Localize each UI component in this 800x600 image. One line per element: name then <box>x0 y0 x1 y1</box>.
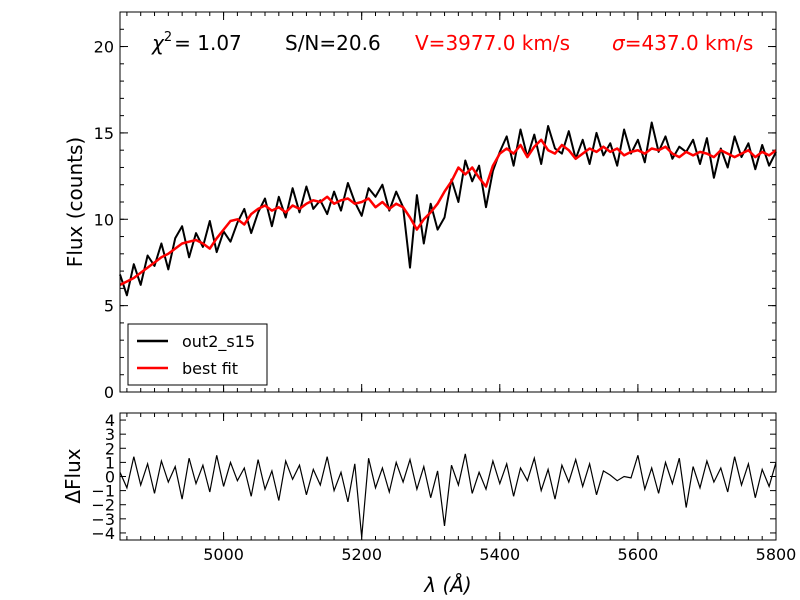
spectrum-ytick-label: 0 <box>104 383 114 402</box>
sn-annotation: S/N=20.6 <box>285 31 381 55</box>
x-tick-label: 5200 <box>341 545 382 564</box>
spectrum-observed-line <box>119 121 777 297</box>
residual-ytick-label: 1 <box>105 453 115 472</box>
chi2-annotation: χ2 = 1.07 <box>151 30 242 55</box>
chi2-exponent: 2 <box>164 30 172 45</box>
spectrum-y-label: Flux (counts) <box>63 137 87 267</box>
residual-ticks <box>120 413 777 540</box>
residual-ytick-label: −4 <box>91 524 115 543</box>
residual-ytick-label: 0 <box>105 468 115 487</box>
spectrum-ytick-label: 20 <box>94 38 114 57</box>
legend-label-fit: best fit <box>182 359 238 378</box>
residual-line <box>119 453 777 538</box>
residual-series <box>119 453 777 538</box>
residual-axes-frame <box>119 412 777 541</box>
chi2-value: = 1.07 <box>174 31 242 55</box>
residual-ytick-label: 4 <box>105 411 115 430</box>
sigma-annotation: σ=437.0 km/s <box>612 31 753 55</box>
residual-y-label: ΔFlux <box>61 448 85 503</box>
x-axis-label: λ (Å) <box>423 573 471 597</box>
sigma-value: =437.0 km/s <box>625 31 754 55</box>
residual-ytick-label: 3 <box>105 425 115 444</box>
x-tick-label: 5600 <box>618 545 659 564</box>
spectrum-axes-frame <box>119 11 777 393</box>
sigma-symbol: σ <box>612 31 626 55</box>
spectrum-series <box>119 121 777 297</box>
velocity-annotation: V=3977.0 km/s <box>415 31 570 55</box>
x-tick-label: 5400 <box>479 545 520 564</box>
legend-label-observed: out2_s15 <box>182 332 255 352</box>
legend-box <box>127 323 268 386</box>
spectrum-panel: 0 5 10 15 20 χ2 = 1.07 S/N=20.6 V=3977.0 km/s… <box>63 11 777 402</box>
spectrum-ytick-label: 15 <box>94 124 114 143</box>
residual-ytick-label: −2 <box>91 496 115 515</box>
spectrum-tick-labels: 0 5 10 15 20 <box>94 38 114 402</box>
spectrum-ytick-label: 10 <box>94 210 114 229</box>
residual-ytick-label: −1 <box>91 482 115 501</box>
spectrum-ytick-label: 5 <box>104 297 114 316</box>
spectrum-best-fit-line <box>119 138 777 287</box>
residual-ytick-label: 2 <box>105 439 115 458</box>
chi2-symbol: χ <box>151 31 165 55</box>
x-tick-label: 5800 <box>756 545 797 564</box>
legend: out2_s15 best fit <box>127 323 268 386</box>
x-tick-label: 5000 <box>203 545 244 564</box>
residual-ytick-label: −3 <box>91 510 115 529</box>
spectrum-ticks <box>120 11 777 393</box>
